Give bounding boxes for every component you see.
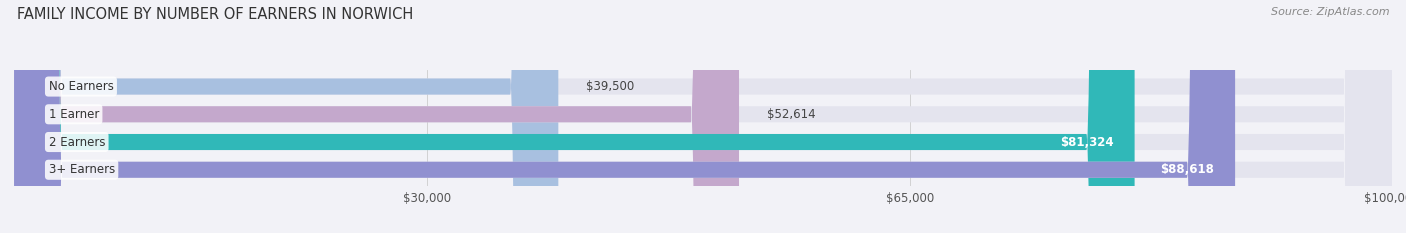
FancyBboxPatch shape (14, 0, 1392, 233)
Text: 2 Earners: 2 Earners (48, 136, 105, 148)
Text: 3+ Earners: 3+ Earners (48, 163, 115, 176)
Text: $88,618: $88,618 (1160, 163, 1215, 176)
Text: Source: ZipAtlas.com: Source: ZipAtlas.com (1271, 7, 1389, 17)
Text: $81,324: $81,324 (1060, 136, 1114, 148)
FancyBboxPatch shape (14, 0, 740, 233)
Text: FAMILY INCOME BY NUMBER OF EARNERS IN NORWICH: FAMILY INCOME BY NUMBER OF EARNERS IN NO… (17, 7, 413, 22)
Text: No Earners: No Earners (48, 80, 114, 93)
FancyBboxPatch shape (14, 0, 1135, 233)
FancyBboxPatch shape (14, 0, 1392, 233)
FancyBboxPatch shape (14, 0, 1234, 233)
Text: $39,500: $39,500 (586, 80, 634, 93)
Text: $52,614: $52,614 (766, 108, 815, 121)
FancyBboxPatch shape (14, 0, 558, 233)
Text: 1 Earner: 1 Earner (48, 108, 98, 121)
FancyBboxPatch shape (14, 0, 1392, 233)
FancyBboxPatch shape (14, 0, 1392, 233)
